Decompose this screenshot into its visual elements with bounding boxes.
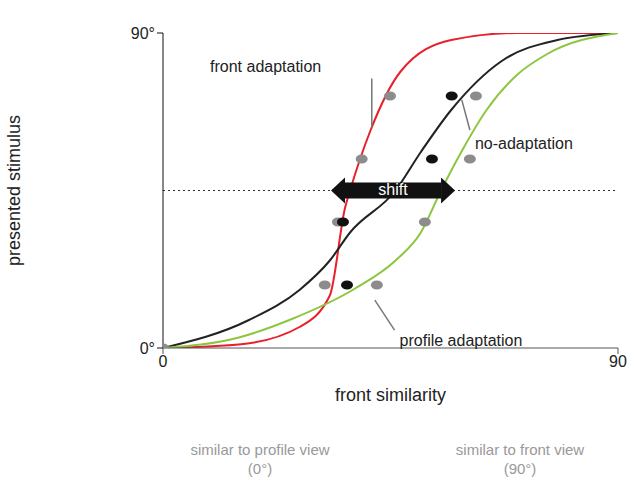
svg-text:0: 0 [159, 353, 168, 370]
svg-text:shift: shift [378, 181, 408, 198]
svg-text:presented stimulus: presented stimulus [4, 115, 24, 266]
svg-text:0°: 0° [140, 340, 155, 357]
svg-text:90: 90 [609, 353, 627, 370]
svg-text:front adaptation: front adaptation [210, 58, 321, 75]
html-text:(0°): (0°) [247, 460, 273, 477]
svg-text:90°: 90° [131, 25, 155, 42]
svg-text:front similarity: front similarity [335, 385, 446, 405]
svg-text:no-adaptation: no-adaptation [475, 135, 573, 152]
html-text:(90°): (90°) [503, 460, 537, 477]
html-text:similar to front view: similar to front view [455, 441, 585, 458]
html-text:similar to profile view: similar to profile view [190, 441, 330, 458]
svg-text:profile adaptation: profile adaptation [400, 332, 523, 349]
